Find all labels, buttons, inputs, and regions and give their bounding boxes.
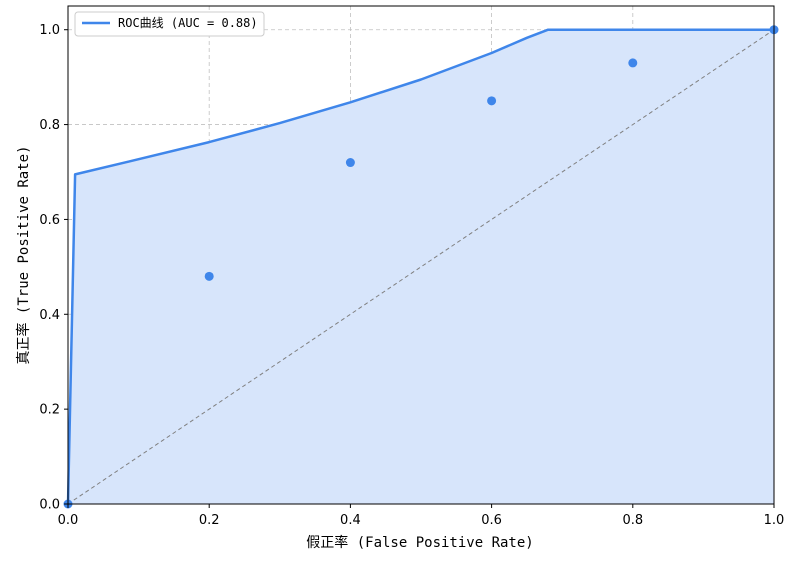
scatter-points (63, 25, 779, 509)
legend: ROC曲线 (AUC = 0.88) (74, 11, 265, 37)
y-tick-label-0: 0.0 (39, 498, 60, 513)
y-tick-label-4: 0.8 (39, 118, 60, 133)
y-axis-label: 真正率 (True Positive Rate) (15, 145, 32, 364)
x-tick-label-3: 0.6 (481, 513, 502, 528)
y-tick-label-2: 0.4 (39, 308, 60, 323)
x-tick-label-2: 0.4 (340, 513, 361, 528)
axis-ticks: 0.0 0.2 0.4 0.6 0.8 1.0 0.0 0.2 0.4 0.6 0.8 1.0 (39, 23, 784, 528)
legend-box (74, 11, 265, 37)
x-tick-label-4: 0.8 (622, 513, 643, 528)
x-tick-label-0: 0.0 (58, 513, 79, 528)
data-point-2 (345, 158, 355, 168)
y-tick-label-3: 0.6 (39, 213, 60, 228)
y-tick-label-5: 1.0 (39, 23, 60, 38)
x-tick-label-1: 0.2 (199, 513, 220, 528)
y-tick-label-1: 0.2 (39, 403, 60, 418)
data-point-4 (628, 58, 638, 68)
x-axis-label: 假正率 (False Positive Rate) (306, 534, 533, 551)
legend-label: ROC曲线 (AUC = 0.88) (118, 16, 258, 30)
x-tick-label-5: 1.0 (764, 513, 785, 528)
data-point-3 (487, 96, 497, 106)
roc-curve-line (66, 28, 774, 505)
data-point-1 (204, 271, 214, 281)
plot-frame (67, 5, 775, 505)
diagonal-reference-line (67, 29, 775, 505)
